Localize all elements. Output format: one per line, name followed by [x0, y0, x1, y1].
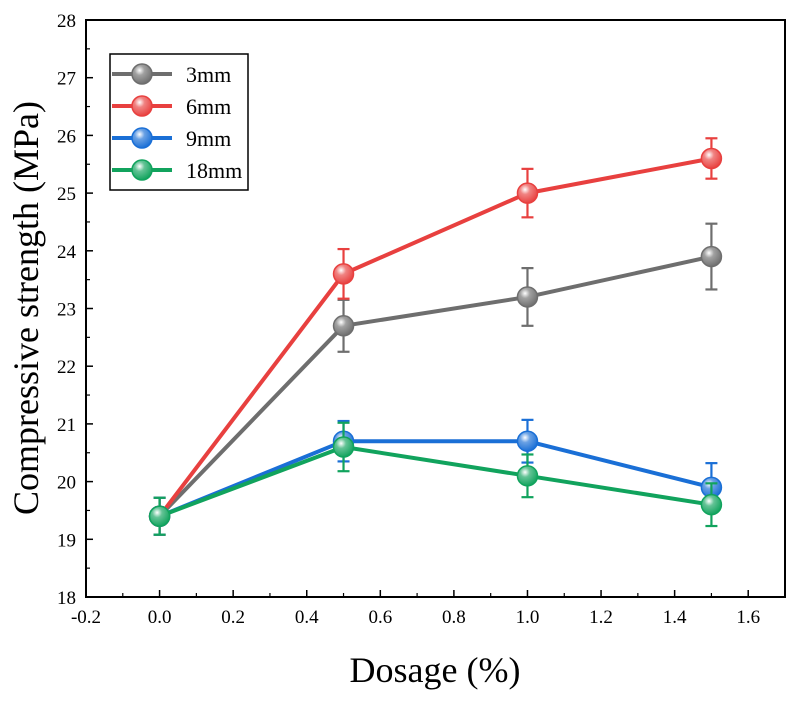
y-tick-label: 18	[57, 588, 76, 609]
data-point	[700, 245, 723, 268]
y-tick-label: 22	[57, 357, 76, 378]
legend-label: 3mm	[186, 62, 231, 87]
legend-marker	[131, 95, 153, 117]
legend-label: 9mm	[186, 126, 231, 151]
data-point	[516, 430, 539, 452]
x-tick-label: 0.8	[442, 607, 466, 628]
data-point	[148, 505, 171, 527]
x-tick-label: 1.2	[589, 607, 613, 628]
y-tick-label: 28	[57, 11, 76, 32]
data-point	[700, 147, 723, 170]
y-tick-label: 26	[57, 126, 76, 147]
series-line-6mm	[157, 156, 712, 518]
series-line-9mm	[158, 439, 712, 519]
legend-marker	[131, 159, 153, 181]
legend-item-18mm: 18mm	[112, 158, 242, 183]
data-point	[516, 465, 539, 487]
x-tick-label: 0.4	[295, 607, 319, 628]
data-point	[332, 436, 355, 458]
legend-marker	[131, 127, 153, 149]
data-point	[332, 315, 355, 337]
legend-label: 6mm	[186, 94, 231, 119]
legend-item-3mm: 3mm	[112, 62, 231, 87]
y-tick-label: 24	[57, 242, 77, 263]
legend-marker	[131, 63, 153, 85]
data-point	[516, 286, 539, 308]
y-tick-label: 21	[57, 415, 76, 436]
data-point	[332, 263, 355, 285]
legend: 3mm 6mm 9mm 18mm	[109, 53, 249, 191]
series-3mm	[148, 222, 723, 536]
series-layer	[148, 137, 723, 536]
x-tick-label: 1.4	[663, 607, 687, 628]
series-line-18mm	[158, 444, 712, 519]
legend-item-9mm: 9mm	[112, 126, 231, 151]
y-tick-label: 20	[57, 473, 76, 494]
y-axis-title: Compressive strength (MPa)	[6, 101, 46, 515]
y-tick-label: 19	[57, 530, 76, 551]
x-tick-label: 0.6	[368, 607, 392, 628]
series-line-3mm	[158, 254, 712, 518]
x-tick-label: -0.2	[71, 607, 101, 628]
legend-label: 18mm	[186, 158, 242, 183]
axis-ticks: -0.2 0.0 0.2 0.4 0.6 0.8 1.0 1.2 1.4 1.6 18 19 20 21 2…	[57, 11, 760, 628]
series-18mm	[148, 421, 723, 536]
legend-item-6mm: 6mm	[112, 94, 231, 119]
data-point	[700, 493, 723, 516]
data-point	[516, 182, 539, 204]
series-6mm	[148, 137, 723, 536]
x-tick-label: 1.6	[736, 607, 760, 628]
y-tick-label: 25	[57, 184, 76, 205]
y-tick-label: 23	[57, 300, 76, 321]
x-tick-label: 0.2	[221, 607, 245, 628]
y-tick-label: 27	[57, 69, 76, 90]
x-axis-title: Dosage (%)	[350, 650, 521, 690]
x-tick-label: 1.0	[516, 607, 540, 628]
x-tick-label: 0.0	[148, 607, 172, 628]
